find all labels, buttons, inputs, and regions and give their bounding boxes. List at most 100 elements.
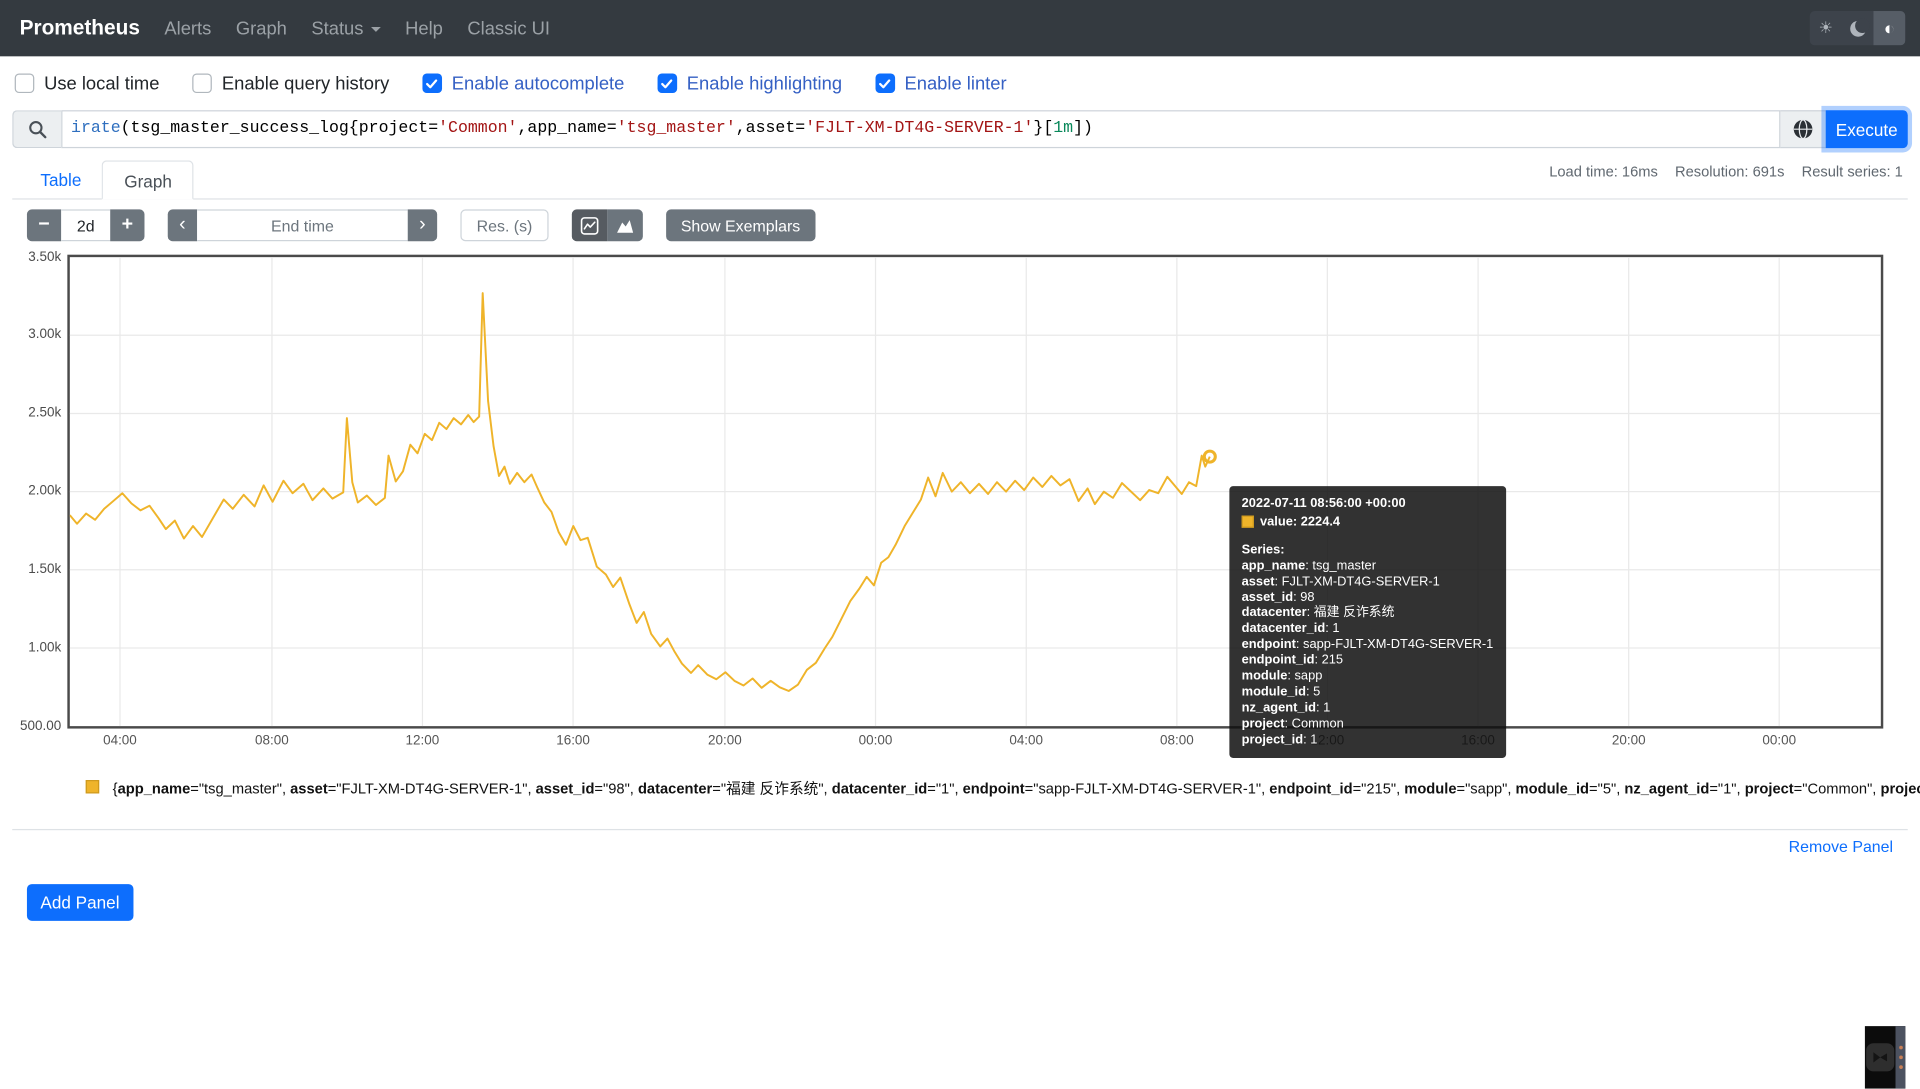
graph-canvas[interactable] (70, 257, 1881, 726)
options-row: Use local time Enable query history Enable… (15, 67, 1007, 99)
query-bar: irate(tsg_master_success_log{project='Co… (12, 110, 1908, 148)
y-tick-label: 500.00 (0, 718, 61, 733)
extension-handle[interactable] (1896, 1026, 1906, 1088)
auto-theme-icon[interactable]: ◐ (1873, 11, 1905, 45)
legend-swatch[interactable] (86, 780, 99, 793)
dot (1899, 1056, 1903, 1060)
graph-controls: − + ‹ › Show Exemplars (27, 209, 815, 241)
series-swatch (1242, 516, 1254, 528)
x-tick-label: 20:00 (1598, 733, 1659, 748)
range-input[interactable] (61, 209, 110, 241)
panel-tabs: TableGraph (20, 160, 194, 199)
checkbox-use-local-time[interactable]: Use local time (15, 73, 160, 94)
result-series: Result series: 1 (1802, 163, 1903, 180)
tooltip-timestamp: 2022-07-11 08:56:00 +00:00 (1242, 496, 1494, 512)
end-time-input[interactable] (197, 209, 408, 241)
nav-item-graph[interactable]: Graph (224, 18, 300, 39)
load-time: Load time: 16ms (1549, 163, 1658, 180)
y-tick-label: 1.50k (0, 562, 61, 577)
x-tick-label: 08:00 (241, 733, 302, 748)
checkbox-label: Use local time (44, 73, 159, 94)
hover-point-marker (1204, 451, 1215, 462)
checkbox-label: Enable query history (222, 73, 389, 94)
query-stats: Load time: 16ms Resolution: 691s Result … (1549, 163, 1903, 180)
line-chart-button[interactable] (572, 209, 608, 241)
y-tick-label: 3.00k (0, 327, 61, 342)
tabs-border (12, 198, 1908, 199)
nav-items: AlertsGraphStatusHelpClassic UI (152, 18, 562, 39)
moon-glyph (1850, 20, 1866, 36)
x-tick-label: 12:00 (392, 733, 453, 748)
unchecked-checkbox-icon[interactable] (15, 73, 35, 93)
add-panel-button[interactable]: Add Panel (27, 884, 133, 921)
brand-prometheus[interactable]: Prometheus (0, 16, 152, 40)
decrease-range-button[interactable]: − (27, 209, 61, 241)
nav-item-status[interactable]: Status (299, 18, 393, 39)
hover-tooltip: 2022-07-11 08:56:00 +00:00 value: 2224.4… (1229, 486, 1505, 757)
checkbox-label: Enable autocomplete (452, 73, 625, 94)
show-exemplars-button[interactable]: Show Exemplars (666, 209, 815, 241)
dot (1899, 1065, 1903, 1069)
checkbox-enable-autocomplete[interactable]: Enable autocomplete (422, 73, 624, 94)
increase-range-button[interactable]: + (110, 209, 144, 241)
checkbox-enable-query-history[interactable]: Enable query history (192, 73, 389, 94)
stacked-chart-icon (616, 216, 634, 234)
x-tick-label: 00:00 (1749, 733, 1810, 748)
panel-bottom-border (12, 829, 1908, 830)
checkbox-label: Enable highlighting (687, 73, 842, 94)
prometheus-page: Prometheus AlertsGraphStatusHelpClassic … (0, 0, 1920, 1089)
forward-time-button[interactable]: › (408, 209, 437, 241)
x-tick-label: 08:00 (1146, 733, 1207, 748)
checked-checkbox-icon[interactable] (422, 73, 442, 93)
extension-overlay[interactable] (1865, 1026, 1905, 1088)
endtime-group: ‹ › (168, 209, 437, 241)
navbar: Prometheus AlertsGraphStatusHelpClassic … (0, 0, 1920, 56)
tab-graph[interactable]: Graph (102, 160, 194, 199)
moon-icon[interactable] (1842, 11, 1874, 45)
x-tick-label: 00:00 (845, 733, 906, 748)
chart-type-group (572, 209, 643, 241)
stacked-chart-button[interactable] (607, 209, 643, 241)
query-expression-input[interactable]: irate(tsg_master_success_log{project='Co… (61, 110, 1780, 148)
tooltip-value: 2224.4 (1301, 514, 1340, 529)
y-tick-label: 2.00k (0, 484, 61, 499)
resolution-input[interactable] (460, 209, 548, 241)
checkbox-label: Enable linter (904, 73, 1006, 94)
sun-icon[interactable]: ☀ (1810, 11, 1842, 45)
legend: {app_name="tsg_master", asset="FJLT-XM-D… (86, 778, 1920, 799)
x-tick-label: 04:00 (89, 733, 150, 748)
nav-item-alerts[interactable]: Alerts (152, 18, 223, 39)
y-tick-label: 2.50k (0, 405, 61, 420)
tab-table[interactable]: Table (20, 160, 103, 199)
dot (1899, 1046, 1903, 1050)
search-icon (28, 119, 48, 139)
y-tick-label: 1.00k (0, 640, 61, 655)
line-chart-icon (580, 216, 598, 234)
globe-icon (1793, 119, 1814, 140)
nav-item-classic-ui[interactable]: Classic UI (455, 18, 562, 39)
resolution: Resolution: 691s (1675, 163, 1784, 180)
extension-icon (1866, 1043, 1894, 1071)
x-tick-label: 20:00 (694, 733, 755, 748)
extension-main[interactable] (1865, 1026, 1896, 1088)
remove-panel-link[interactable]: Remove Panel (1789, 838, 1893, 856)
back-time-button[interactable]: ‹ (168, 209, 197, 241)
x-tick-label: 16:00 (542, 733, 603, 748)
checkbox-enable-highlighting[interactable]: Enable highlighting (657, 73, 842, 94)
y-tick-label: 3.50k (0, 249, 61, 264)
nav-item-help[interactable]: Help (393, 18, 455, 39)
graph-plot-area[interactable] (67, 255, 1883, 729)
execute-button[interactable]: Execute (1826, 110, 1908, 148)
tooltip-series-labels: app_name: tsg_masterasset: FJLT-XM-DT4G-… (1242, 558, 1494, 748)
x-tick-label: 04:00 (996, 733, 1057, 748)
checked-checkbox-icon[interactable] (657, 73, 677, 93)
metrics-explorer-button[interactable] (1780, 110, 1825, 148)
search-addon (12, 110, 61, 148)
tooltip-value-row: value: 2224.4 (1242, 514, 1494, 530)
theme-toggle: ☀ ◐ (1810, 11, 1906, 45)
legend-series-label[interactable]: {app_name="tsg_master", asset="FJLT-XM-D… (113, 778, 1920, 799)
checked-checkbox-icon[interactable] (875, 73, 895, 93)
checkbox-enable-linter[interactable]: Enable linter (875, 73, 1006, 94)
play-flip-icon (1872, 1049, 1888, 1065)
unchecked-checkbox-icon[interactable] (192, 73, 212, 93)
